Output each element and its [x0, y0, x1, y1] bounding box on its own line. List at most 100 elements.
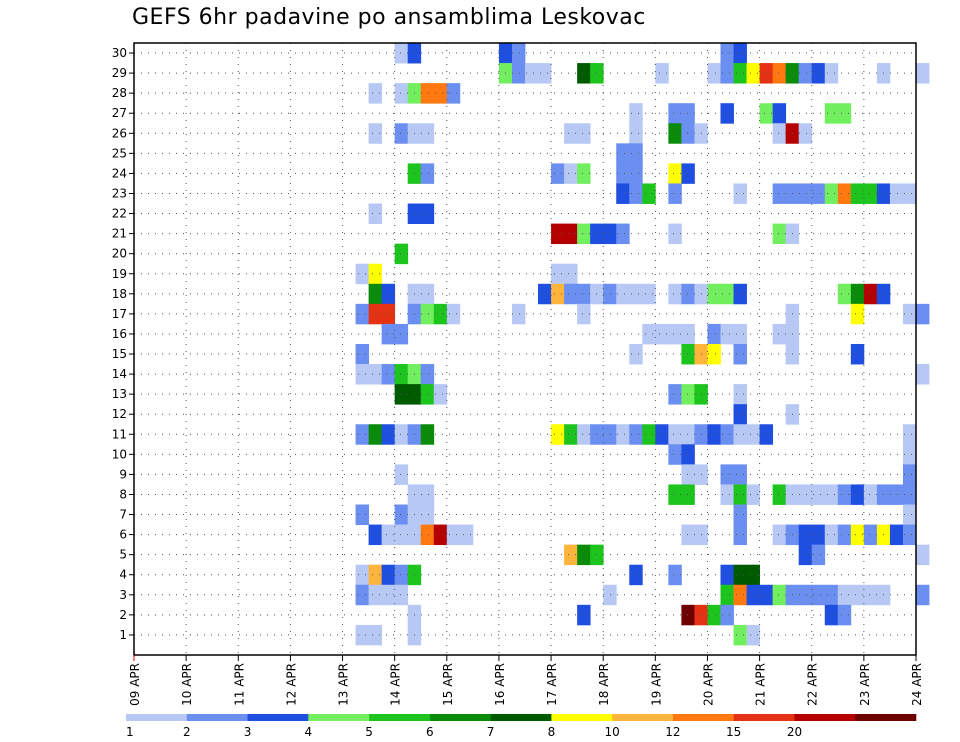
heatmap-cell	[668, 123, 682, 144]
colorbar-tick-label: 12	[665, 725, 680, 739]
x-tick-label: 16 APR	[493, 663, 507, 706]
x-tick-label: 09 APR	[128, 663, 142, 706]
heatmap-cell	[368, 364, 383, 385]
heatmap-cell	[720, 464, 734, 485]
heatmap-cell	[746, 624, 760, 646]
y-axis-ticks: 1234567891011121314151617181920212223242…	[112, 46, 134, 642]
heatmap-cell	[772, 123, 787, 144]
heatmap-cell	[837, 183, 852, 204]
colorbar-swatch	[672, 714, 734, 721]
heatmap-cell	[394, 243, 409, 265]
x-tick-label: 17 APR	[545, 663, 559, 706]
x-tick-label: 15 APR	[441, 663, 455, 706]
heatmap-cell	[772, 323, 787, 345]
heatmap-cell	[889, 524, 904, 546]
heatmap-cell	[707, 424, 721, 445]
heatmap-cell	[902, 464, 917, 485]
heatmap-cell	[733, 464, 747, 485]
heatmap-cell	[681, 384, 695, 405]
heatmap-cell	[420, 163, 435, 184]
heatmap-cell	[577, 223, 591, 245]
heatmap-cell	[733, 584, 747, 606]
heatmap-cell	[655, 323, 669, 345]
heatmap-cell	[733, 343, 747, 365]
heatmap-cell	[720, 323, 734, 345]
heatmap-cell	[746, 564, 760, 586]
y-tick-label: 1	[119, 628, 127, 642]
heatmap-cell	[772, 524, 787, 546]
y-tick-label: 15	[112, 347, 127, 361]
heatmap-cell	[668, 424, 682, 445]
heatmap-cell	[916, 63, 930, 84]
heatmap-cell	[668, 444, 682, 465]
heatmap-cell	[355, 263, 369, 285]
heatmap-cell	[420, 83, 435, 104]
heatmap-cell	[603, 283, 617, 305]
heatmap-cell	[811, 544, 826, 566]
colorbar-swatch	[369, 714, 431, 721]
heatmap-cell	[551, 263, 565, 285]
heatmap-cell	[733, 504, 747, 525]
heatmap-cell	[394, 504, 409, 525]
heatmap-cell	[368, 203, 383, 224]
heatmap-cell	[811, 484, 826, 505]
heatmap-cell	[577, 123, 591, 144]
heatmap-cell	[564, 263, 578, 285]
y-tick-label: 9	[119, 467, 127, 481]
y-tick-label: 5	[119, 548, 127, 562]
heatmap-cell	[720, 103, 734, 124]
heatmap-cell	[616, 283, 630, 305]
y-tick-label: 28	[112, 86, 127, 100]
heatmap-cell	[798, 484, 813, 505]
heatmap-cell	[394, 524, 409, 546]
heatmap-cell	[720, 63, 734, 84]
heatmap-cell	[863, 183, 878, 204]
heatmap-cell	[916, 303, 930, 325]
heatmap-cell	[655, 63, 669, 84]
heatmap-cell	[577, 63, 591, 84]
colorbar-swatch	[733, 714, 795, 721]
heatmap-cell	[629, 163, 643, 184]
heatmap-cell	[420, 384, 435, 405]
heatmap-cell	[902, 183, 917, 204]
heatmap-cell	[798, 63, 813, 84]
heatmap-cell	[368, 584, 383, 606]
heatmap-cell	[759, 584, 774, 606]
heatmap-cell	[616, 143, 630, 164]
y-tick-label: 3	[119, 588, 127, 602]
x-axis-ticks: 09 APR 10 APR 11 APR 12 APR 13 APR 14 APR 15 A…	[128, 655, 924, 706]
heatmap-cell	[394, 83, 409, 104]
heatmap-cell	[394, 123, 409, 144]
y-tick-label: 10	[112, 447, 127, 461]
heatmap-cell	[381, 364, 396, 385]
heatmap-cell	[824, 584, 839, 606]
colorbar-swatch	[308, 714, 370, 721]
heatmap-cell	[355, 584, 369, 606]
heatmap-cell	[902, 444, 917, 465]
heatmap-cell	[746, 584, 760, 606]
heatmap-cell	[733, 43, 747, 64]
heatmap-cell	[446, 303, 461, 325]
heatmap-cell	[355, 364, 369, 385]
heatmap-cell	[863, 524, 878, 546]
heatmap-cell	[824, 484, 839, 505]
y-tick-label: 13	[112, 387, 127, 401]
y-tick-label: 14	[112, 367, 127, 381]
heatmap-cell	[394, 564, 409, 586]
y-tick-label: 24	[112, 166, 127, 180]
heatmap-cell	[681, 524, 695, 546]
heatmap-cell	[381, 283, 396, 305]
heatmap-cell	[720, 564, 734, 586]
heatmap-cell	[368, 564, 383, 586]
colorbar-swatch	[794, 714, 856, 721]
heatmap-cell	[720, 604, 734, 626]
heatmap-cell	[368, 524, 383, 546]
heatmap-cell	[707, 283, 721, 305]
colorbar-tick-label: 10	[605, 725, 620, 739]
heatmap-cell	[824, 63, 839, 84]
y-tick-label: 22	[112, 207, 127, 221]
heatmap-cell	[629, 123, 643, 144]
heatmap-cell	[733, 404, 747, 425]
heatmap-cell	[798, 544, 813, 566]
heatmap-cell	[707, 604, 721, 626]
